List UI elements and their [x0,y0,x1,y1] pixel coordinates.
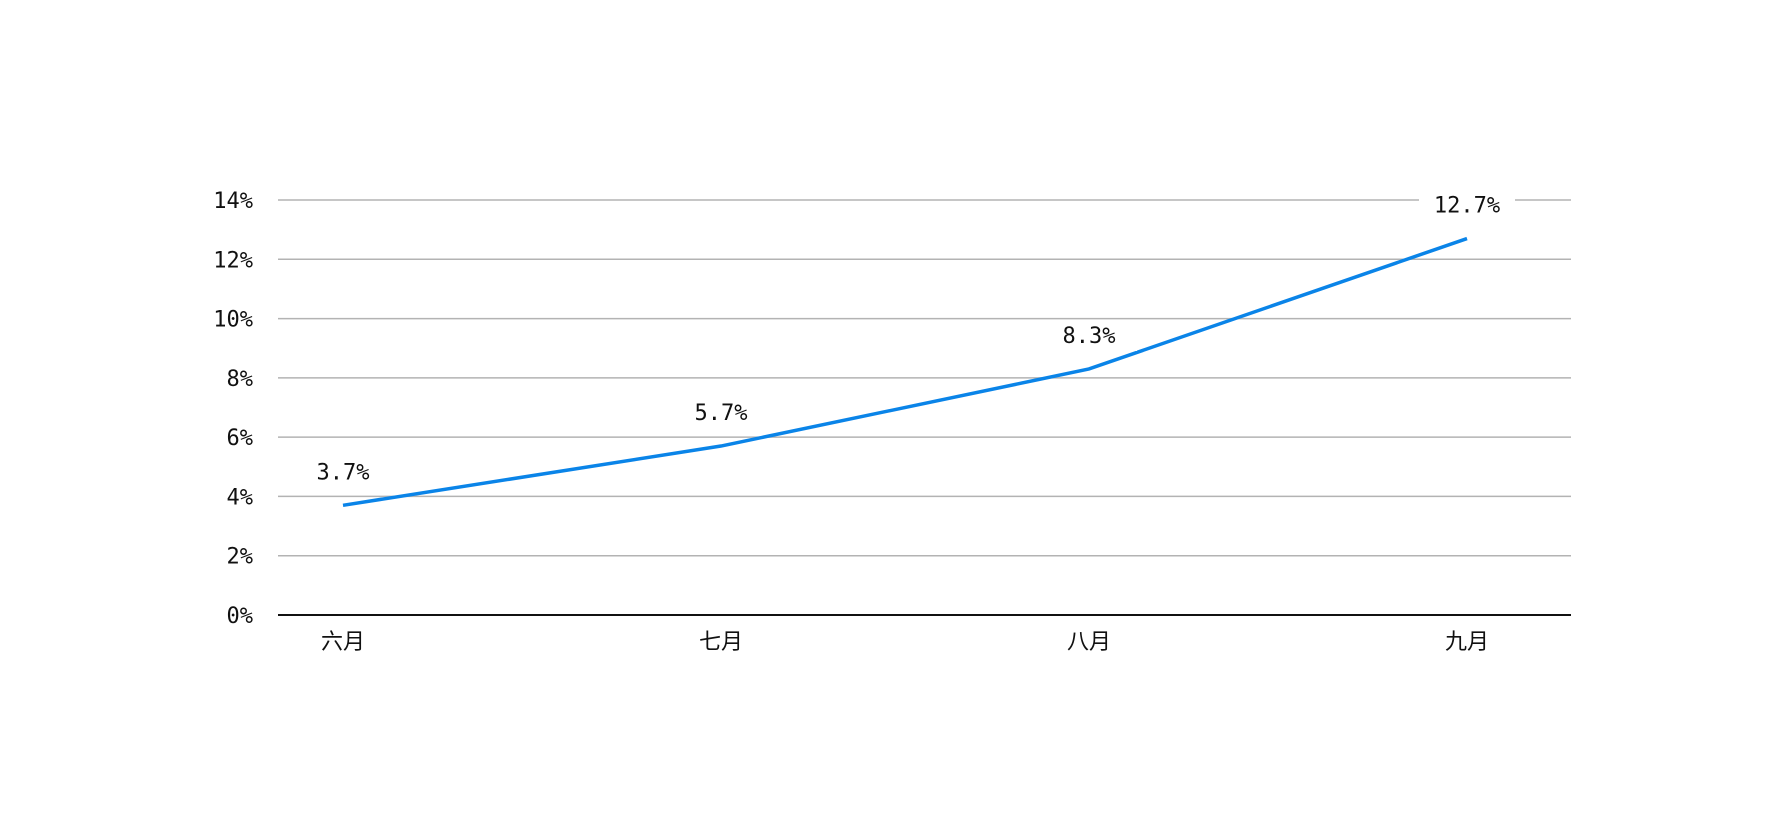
x-tick-label: 六月 [321,630,365,655]
y-tick-label: 4% [227,485,254,510]
data-label: 8.3% [1063,324,1116,349]
data-label-background [295,457,391,488]
data-label: 5.7% [695,401,748,426]
x-tick-label: 八月 [1067,630,1111,655]
x-tick-label: 九月 [1445,630,1489,655]
y-tick-label: 2% [227,545,254,570]
series-line [342,236,1468,508]
y-tick-label: 0% [227,604,254,629]
y-tick-label: 12% [213,248,253,273]
data-label-background [673,398,769,429]
x-tick-label: 七月 [699,630,743,655]
y-tick-label: 8% [227,367,254,392]
data-label: 3.7% [317,460,370,485]
y-tick-label: 14% [213,189,253,214]
data-label-background [1041,320,1137,351]
y-tick-label: 10% [213,308,253,333]
data-label-background [1419,190,1515,221]
y-tick-label: 6% [227,426,254,451]
data-label: 12.7% [1434,194,1500,219]
